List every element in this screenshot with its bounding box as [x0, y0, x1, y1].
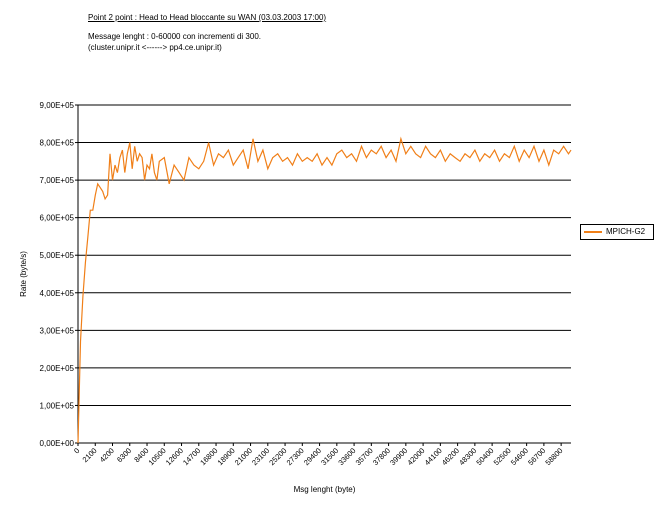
x-tick-label: 10500: [147, 446, 168, 467]
y-tick-label: 6,00E+05: [40, 214, 75, 223]
x-tick-label: 0: [72, 446, 81, 455]
x-tick-label: 6300: [115, 446, 133, 464]
x-tick-label: 52500: [492, 446, 513, 467]
x-tick-label: 54600: [509, 446, 530, 467]
y-tick-label: 3,00E+05: [40, 326, 75, 335]
x-tick-label: 29400: [302, 446, 323, 467]
x-tick-label: 50400: [474, 446, 495, 467]
legend-label: MPICH-G2: [606, 227, 646, 236]
x-tick-label: 23100: [250, 446, 271, 467]
x-tick-label: 58800: [543, 446, 564, 467]
x-tick-label: 21000: [233, 446, 254, 467]
x-tick-label: 25200: [267, 446, 288, 467]
x-tick-label: 56700: [526, 446, 547, 467]
y-tick-label: 9,00E+05: [40, 101, 75, 110]
y-tick-label: 0,00E+00: [40, 439, 75, 448]
x-tick-label: 42000: [405, 446, 426, 467]
x-tick-label: 39900: [388, 446, 409, 467]
x-tick-label: 18900: [216, 446, 237, 467]
y-tick-label: 1,00E+05: [40, 401, 75, 410]
x-tick-label: 14700: [181, 446, 202, 467]
y-tick-label: 5,00E+05: [40, 251, 75, 260]
message-length-note: Message lenght : 0-60000 con incrementi …: [88, 32, 261, 41]
x-tick-label: 12600: [164, 446, 185, 467]
y-tick-label: 4,00E+05: [40, 289, 75, 298]
y-tick-label: 7,00E+05: [40, 176, 75, 185]
y-axis-label: Rate (byte/s): [19, 251, 28, 297]
x-tick-label: 4200: [98, 446, 116, 464]
x-tick-label: 33600: [336, 446, 357, 467]
x-tick-label: 44100: [423, 446, 444, 467]
legend-swatch: [584, 231, 602, 233]
x-tick-label: 31500: [319, 446, 340, 467]
chart-header: Point 2 point : Head to Head bloccante s…: [88, 12, 326, 53]
x-tick-label: 16800: [198, 446, 219, 467]
series-line: [77, 136, 572, 444]
legend: MPICH-G2: [580, 224, 654, 240]
hosts-note: (cluster.unipr.it <------> pp4.ce.unipr.…: [88, 43, 222, 52]
x-tick-label: 2100: [81, 446, 99, 464]
y-tick-label: 8,00E+05: [40, 139, 75, 148]
x-tick-label: 27300: [285, 446, 306, 467]
x-tick-label: 46200: [440, 446, 461, 467]
chart-title: Point 2 point : Head to Head bloccante s…: [88, 13, 327, 22]
x-tick-label: 37800: [371, 446, 392, 467]
x-axis-label: Msg lenght (byte): [294, 485, 356, 494]
x-tick-label: 35700: [354, 446, 375, 467]
y-tick-label: 2,00E+05: [40, 364, 75, 373]
x-tick-label: 48300: [457, 446, 478, 467]
